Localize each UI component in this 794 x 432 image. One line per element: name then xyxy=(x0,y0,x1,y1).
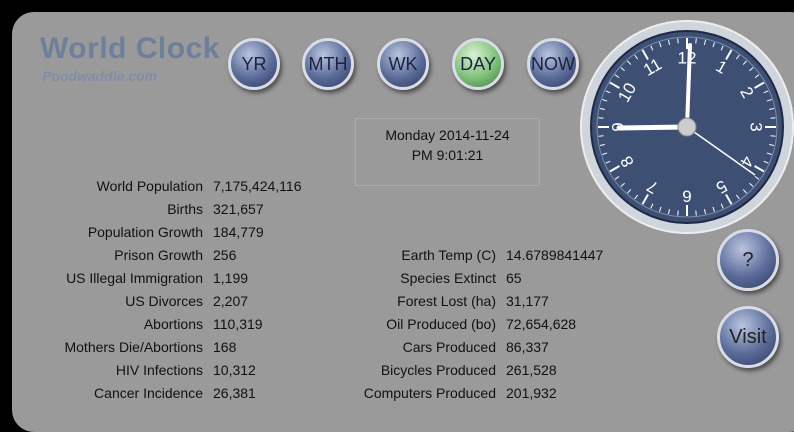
stat-value: 184,779 xyxy=(213,224,264,240)
stat-label: Computers Produced xyxy=(196,385,496,401)
stat-label: US Divorces xyxy=(0,293,203,309)
stat-label: HIV Infections xyxy=(0,362,203,378)
stat-value: 14.6789841447 xyxy=(506,247,603,263)
stat-value: 72,654,628 xyxy=(506,316,576,332)
stat-label: Mothers Die/Abortions xyxy=(0,339,203,355)
subtitle[interactable]: Poodwaddle.com xyxy=(42,68,157,84)
clock-tick xyxy=(678,38,679,43)
stat-value: 321,657 xyxy=(213,201,264,217)
stat-label: Population Growth xyxy=(0,224,203,240)
datetime-box: Monday 2014-11-24 PM 9:01:21 xyxy=(355,118,540,186)
world-clock-widget: World Clock Poodwaddle.com Monday 2014-1… xyxy=(0,0,794,417)
stat-label: Cancer Incidence xyxy=(0,385,203,401)
nav-button[interactable]: NOW xyxy=(527,38,579,90)
stat-label: Earth Temp (C) xyxy=(196,247,496,263)
clock-tick xyxy=(678,211,679,216)
clock-numeral: 6 xyxy=(682,187,691,206)
clock-tick xyxy=(771,118,776,119)
stat-label: Bicycles Produced xyxy=(196,362,496,378)
stat-value: 65 xyxy=(506,270,522,286)
stat-label: Abortions xyxy=(0,316,203,332)
clock-numeral: 3 xyxy=(747,122,766,131)
stat-label: Species Extinct xyxy=(196,270,496,286)
stat-value: 31,177 xyxy=(506,293,549,309)
stat-label: Births xyxy=(0,201,203,217)
date: Monday 2014-11-24 xyxy=(356,127,539,143)
clock-tick xyxy=(771,136,776,137)
nav-button[interactable]: WK xyxy=(377,38,429,90)
stat-label: US Illegal Immigration xyxy=(0,270,203,286)
side-button[interactable]: Visit xyxy=(717,306,779,368)
stat-label: Cars Produced xyxy=(196,339,496,355)
clock-numeral: 12 xyxy=(678,48,697,67)
stat-value: 7,175,424,116 xyxy=(213,178,302,194)
time: PM 9:01:21 xyxy=(356,147,539,163)
stat-label: Forest Lost (ha) xyxy=(196,293,496,309)
clock-tick xyxy=(598,118,603,119)
side-button[interactable]: ? xyxy=(717,229,779,291)
stat-label: Oil Produced (bo) xyxy=(196,316,496,332)
nav-button[interactable]: YR xyxy=(228,38,280,90)
stat-label: World Population xyxy=(0,178,203,194)
stat-label: Prison Growth xyxy=(0,247,203,263)
nav-button[interactable]: DAY xyxy=(452,38,504,90)
clock-tick xyxy=(696,211,697,216)
stat-value: 261,528 xyxy=(506,362,557,378)
clock-tick xyxy=(598,136,603,137)
title: World Clock xyxy=(40,32,220,66)
nav-button[interactable]: MTH xyxy=(302,38,354,90)
clock: 121234567891011 xyxy=(577,17,794,237)
stat-value: 201,932 xyxy=(506,385,557,401)
clock-tick xyxy=(696,38,697,43)
stat-value: 86,337 xyxy=(506,339,549,355)
